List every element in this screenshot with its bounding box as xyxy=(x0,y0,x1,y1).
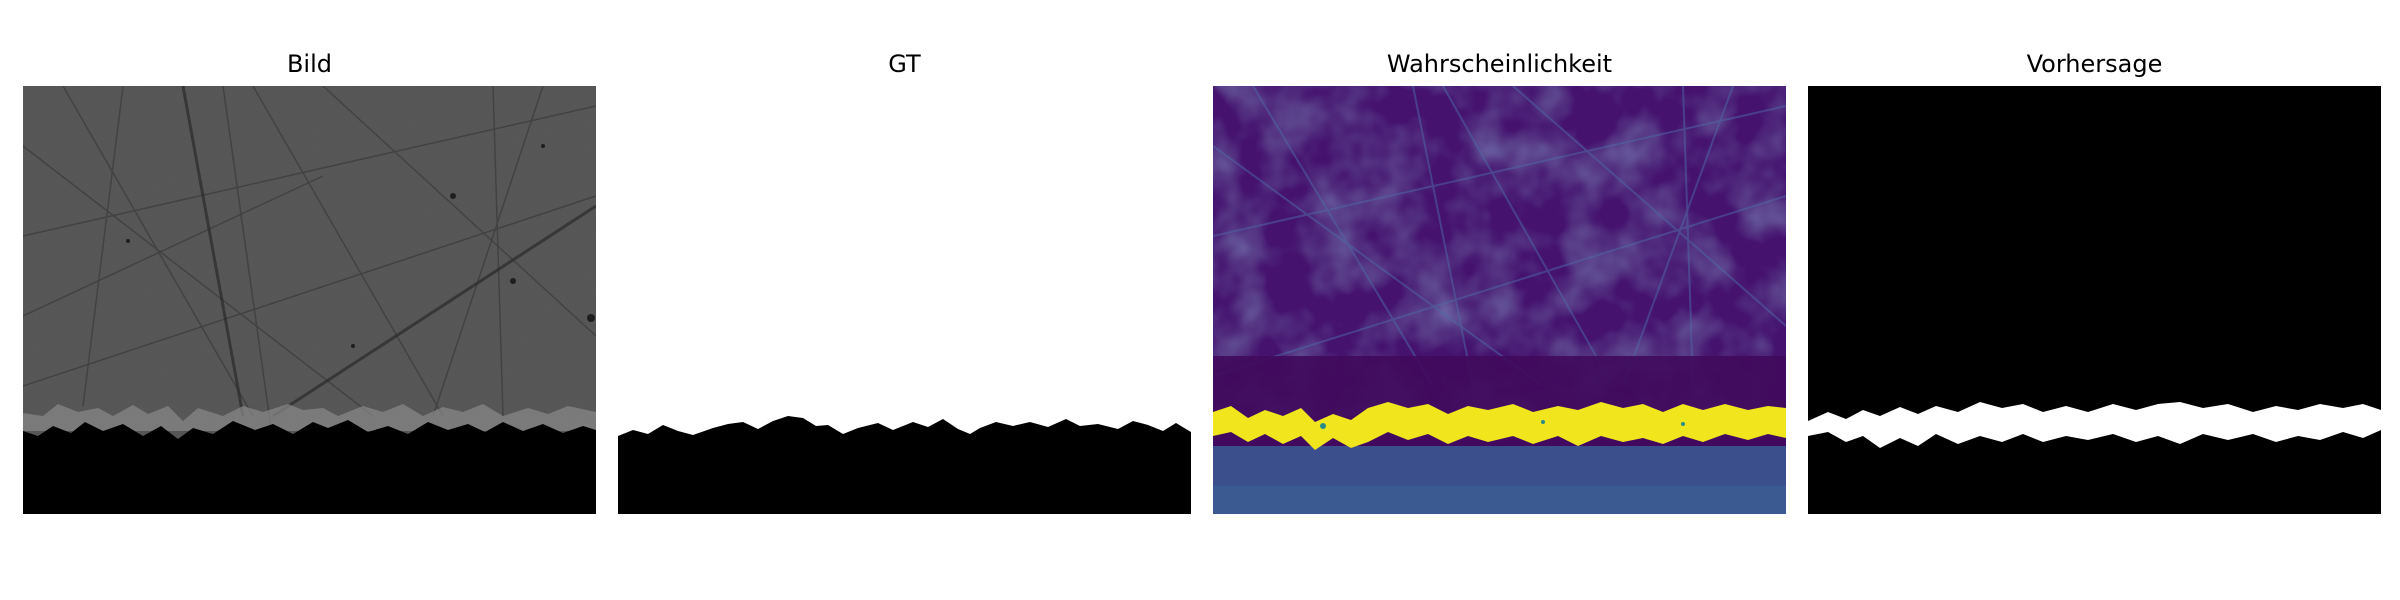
prediction-mask xyxy=(1808,86,2381,514)
micrograph-image xyxy=(23,86,596,514)
panel-bild: Bild xyxy=(23,0,596,600)
panel-title: Bild xyxy=(286,50,333,78)
panel-title: Wahrscheinlichkeit xyxy=(1386,50,1613,78)
panel-wahrscheinlichkeit: Wahrscheinlichkeit xyxy=(1213,0,1786,600)
panel-title: GT xyxy=(888,50,921,78)
panel-gt: GT xyxy=(618,0,1191,600)
ground-truth-mask xyxy=(618,86,1191,514)
panel-vorhersage: Vorhersage xyxy=(1808,0,2381,600)
panel-title: Vorhersage xyxy=(2026,50,2163,78)
probability-map xyxy=(1213,86,1786,514)
